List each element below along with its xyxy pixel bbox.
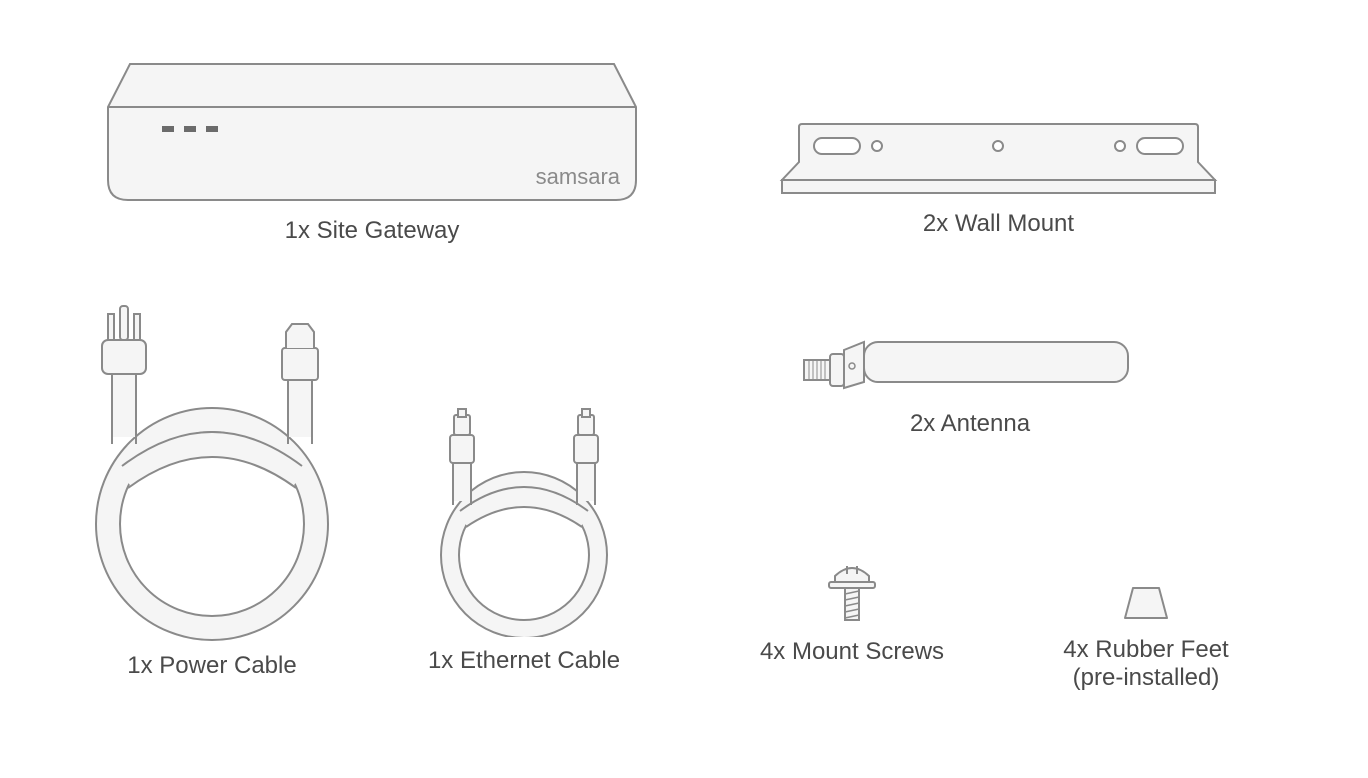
brand-text: samsara	[536, 164, 621, 189]
wallmount-icon	[762, 120, 1235, 200]
screws-item: 4x Mount Screws	[742, 558, 962, 666]
ethcable-item: 1x Ethernet Cable	[400, 405, 648, 675]
gateway-item: samsara 1x Site Gateway	[100, 62, 644, 245]
antenna-item: 2x Antenna	[800, 332, 1140, 438]
ethcable-icon	[400, 405, 648, 637]
gateway-icon: samsara	[100, 62, 644, 207]
powercable-label: 1x Power Cable	[72, 652, 352, 680]
ethcable-label: 1x Ethernet Cable	[400, 647, 648, 675]
powercable-icon	[72, 302, 352, 642]
feet-sublabel: (pre-installed)	[1036, 664, 1256, 692]
antenna-icon	[800, 332, 1140, 400]
feet-label: 4x Rubber Feet	[1036, 636, 1256, 664]
screw-icon	[817, 558, 887, 628]
gateway-label: 1x Site Gateway	[100, 217, 644, 245]
feet-item: 4x Rubber Feet (pre-installed)	[1036, 582, 1256, 692]
antenna-label: 2x Antenna	[800, 410, 1140, 438]
powercable-item: 1x Power Cable	[72, 302, 352, 680]
wallmount-label: 2x Wall Mount	[762, 210, 1235, 238]
screws-label: 4x Mount Screws	[742, 638, 962, 666]
foot-icon	[1119, 582, 1173, 626]
wallmount-item: 2x Wall Mount	[762, 120, 1235, 238]
